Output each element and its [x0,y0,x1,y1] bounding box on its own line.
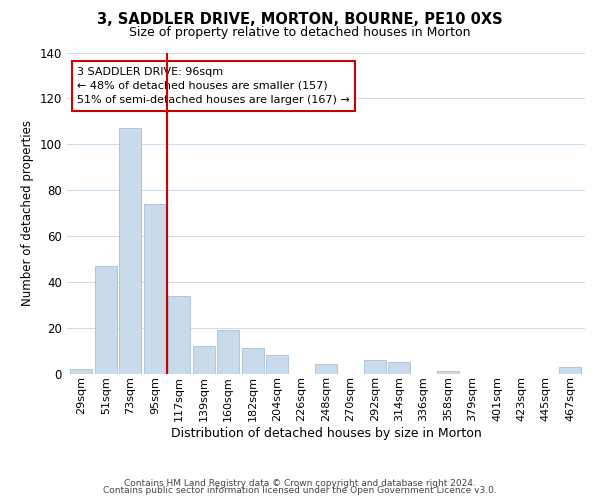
Bar [437,371,459,374]
Text: 3, SADDLER DRIVE, MORTON, BOURNE, PE10 0XS: 3, SADDLER DRIVE, MORTON, BOURNE, PE10 0… [97,12,503,28]
Text: Size of property relative to detached houses in Morton: Size of property relative to detached ho… [129,26,471,39]
Bar [144,204,166,374]
Bar [193,346,215,374]
Text: 3 SADDLER DRIVE: 96sqm
← 48% of detached houses are smaller (157)
51% of semi-de: 3 SADDLER DRIVE: 96sqm ← 48% of detached… [77,67,350,105]
Bar [364,360,386,374]
Bar [168,296,190,374]
Bar [95,266,117,374]
Bar [559,366,581,374]
Bar [242,348,263,374]
X-axis label: Distribution of detached houses by size in Morton: Distribution of detached houses by size … [170,427,481,440]
Text: Contains public sector information licensed under the Open Government Licence v3: Contains public sector information licen… [103,486,497,495]
Y-axis label: Number of detached properties: Number of detached properties [21,120,34,306]
Bar [388,362,410,374]
Bar [70,369,92,374]
Bar [315,364,337,374]
Bar [266,355,288,374]
Bar [119,128,142,374]
Bar [217,330,239,374]
Text: Contains HM Land Registry data © Crown copyright and database right 2024.: Contains HM Land Registry data © Crown c… [124,478,476,488]
